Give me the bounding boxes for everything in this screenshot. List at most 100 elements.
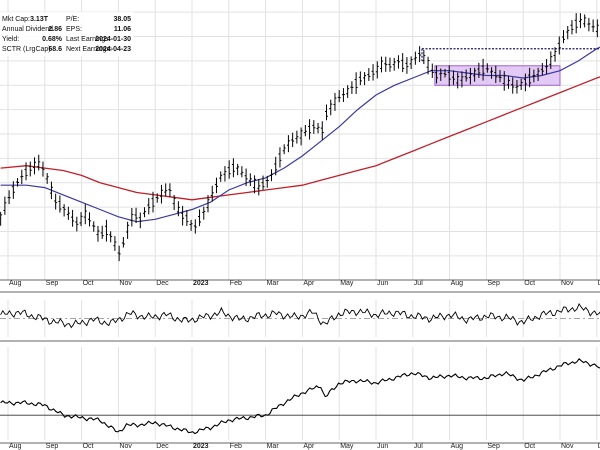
month-tick-label: Dec: [598, 443, 600, 450]
price-bar: [206, 195, 210, 213]
sctr-value: 68.6: [48, 46, 62, 53]
month-tick-label: Mar: [267, 443, 280, 450]
price-bar: [494, 65, 498, 84]
month-tick-label: Jun: [377, 280, 388, 287]
price-bar: [28, 161, 32, 177]
price-bar: [549, 51, 553, 69]
month-tick-label: Dec: [156, 443, 169, 450]
price-bar: [75, 216, 79, 232]
sctr-label: SCTR (LrgCap): [2, 46, 51, 53]
price-bar: [443, 68, 447, 78]
price-bar: [278, 147, 282, 168]
price-bar: [464, 69, 468, 82]
price-bar: [198, 209, 202, 227]
price-bar: [540, 62, 544, 76]
month-tick-label: Jul: [414, 280, 423, 287]
month-tick-label: May: [340, 443, 354, 450]
price-bar: [591, 19, 595, 33]
annual-dividend-label: Annual Dividend: [2, 26, 53, 33]
price-bar: [354, 72, 358, 94]
fundamentals-box: Mkt Cap: 3.13T Annual Dividend 2.86 Yiel…: [0, 12, 134, 56]
price-bar: [109, 231, 113, 243]
month-tick-label: Aug: [451, 443, 464, 450]
price-bar: [223, 166, 227, 182]
price-bar: [490, 67, 494, 79]
price-bar: [134, 207, 138, 224]
price-bar: [240, 166, 244, 178]
month-tick-label: Dec: [156, 280, 169, 287]
price-bar: [557, 36, 561, 55]
price-bar: [236, 163, 240, 176]
price-bar: [426, 56, 430, 75]
price-bar: [299, 127, 303, 146]
price-bar: [536, 67, 540, 82]
price-bar: [511, 77, 515, 94]
price-bar: [485, 63, 489, 73]
price-bar: [20, 169, 24, 185]
price-bar: [244, 168, 248, 187]
month-tick-label: Feb: [230, 443, 242, 450]
price-bar: [193, 219, 197, 234]
ma50-line: [0, 46, 600, 223]
price-bar: [430, 63, 434, 78]
price-bar: [578, 13, 582, 29]
month-tick-label: Mar: [267, 280, 280, 287]
price-bar: [473, 67, 477, 82]
price-bar: [147, 198, 151, 215]
annual-dividend-value: 2.86: [48, 26, 62, 33]
price-bar: [325, 104, 329, 121]
mkt-cap-label: Mkt Cap:: [2, 16, 30, 23]
price-bar: [506, 75, 510, 89]
indicator-panels: [0, 302, 600, 435]
month-tick-label: Aug: [9, 443, 22, 450]
price-bar: [49, 181, 53, 200]
price-bar: [282, 144, 286, 155]
price-bar: [37, 154, 41, 171]
price-bar: [126, 221, 130, 239]
next-earnings-value: 2024-04-23: [95, 46, 131, 53]
price-bar: [227, 160, 231, 179]
price-bar: [113, 236, 117, 251]
last-earnings-label: Last Earnings:: [66, 36, 111, 43]
price-bar: [58, 195, 62, 213]
price-bar: [274, 156, 278, 176]
month-tick-label: Oct: [524, 443, 535, 450]
price-bar: [104, 219, 108, 242]
month-tick-label: Sep: [487, 443, 500, 450]
price-bar: [422, 49, 426, 65]
price-bar: [54, 193, 58, 210]
price-bar: [451, 70, 455, 85]
price-bar: [456, 72, 460, 89]
price-bar: [32, 157, 36, 175]
price-bar: [460, 71, 464, 88]
month-tick-label: May: [340, 280, 354, 287]
price-bar: [248, 173, 252, 187]
month-tick-label: Aug: [9, 280, 22, 287]
price-bar: [92, 221, 96, 232]
price-bar: [185, 210, 189, 226]
month-tick-label: 2023: [193, 443, 209, 450]
price-bar: [553, 47, 557, 62]
price-bar: [219, 171, 223, 182]
month-tick-label: Apr: [303, 280, 315, 287]
price-bar: [155, 193, 159, 203]
yield-value: 0.68%: [42, 36, 63, 43]
price-bar: [401, 53, 405, 73]
month-tick-label: Oct: [524, 280, 535, 287]
price-bar: [41, 161, 45, 177]
month-tick-label: Sep: [487, 280, 500, 287]
price-bar: [176, 201, 180, 217]
price-bar: [498, 69, 502, 83]
price-bar: [143, 207, 147, 218]
price-bar: [358, 71, 362, 86]
month-tick-label: Nov: [119, 280, 132, 287]
price-bar: [7, 190, 11, 205]
price-bar: [333, 92, 337, 111]
price-bar: [210, 185, 214, 202]
month-tick-label: Jun: [377, 443, 388, 450]
price-bar: [388, 57, 392, 72]
month-tick-label: Sep: [46, 443, 59, 450]
month-tick-label: Aug: [451, 280, 464, 287]
price-bar: [295, 130, 299, 144]
